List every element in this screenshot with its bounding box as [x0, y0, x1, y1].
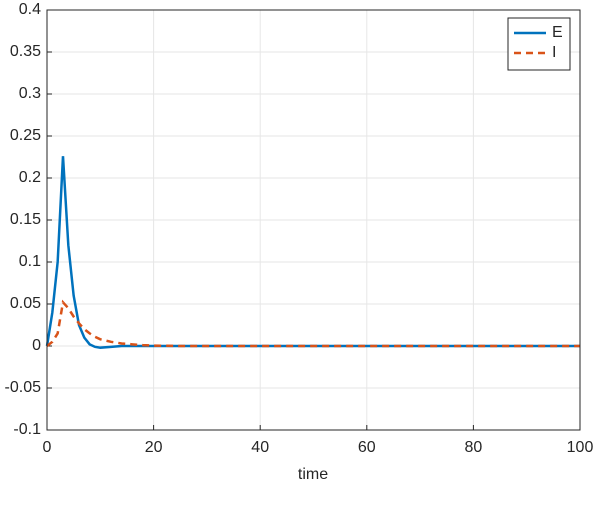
x-tick-label: 0 — [43, 439, 52, 456]
y-tick-label: 0 — [32, 337, 41, 354]
legend-label: E — [552, 24, 563, 41]
y-tick-label: 0.4 — [19, 1, 41, 18]
legend-box — [507, 17, 571, 71]
x-tick-label: 20 — [145, 439, 163, 456]
x-axis-label: time — [298, 466, 328, 483]
y-tick-label: 0.3 — [19, 85, 41, 102]
x-tick-label: 80 — [465, 439, 483, 456]
y-tick-label: -0.1 — [13, 421, 41, 438]
data-line — [46, 299, 580, 348]
x-tick-label: 40 — [251, 439, 269, 456]
y-tick-label: -0.05 — [5, 379, 42, 396]
axes-box — [46, 9, 581, 431]
y-tick-label: 0.15 — [10, 211, 41, 228]
y-tick-label: 0.25 — [10, 127, 41, 144]
y-tick-label: 0.1 — [19, 253, 41, 270]
y-tick-label: 0.05 — [10, 295, 41, 312]
data-line — [45, 156, 580, 349]
x-tick-label: 100 — [567, 439, 594, 456]
legend-label: I — [552, 44, 556, 61]
y-tick-label: 0.2 — [19, 169, 41, 186]
y-tick-label: 0.35 — [10, 43, 41, 60]
x-tick-label: 60 — [358, 439, 376, 456]
